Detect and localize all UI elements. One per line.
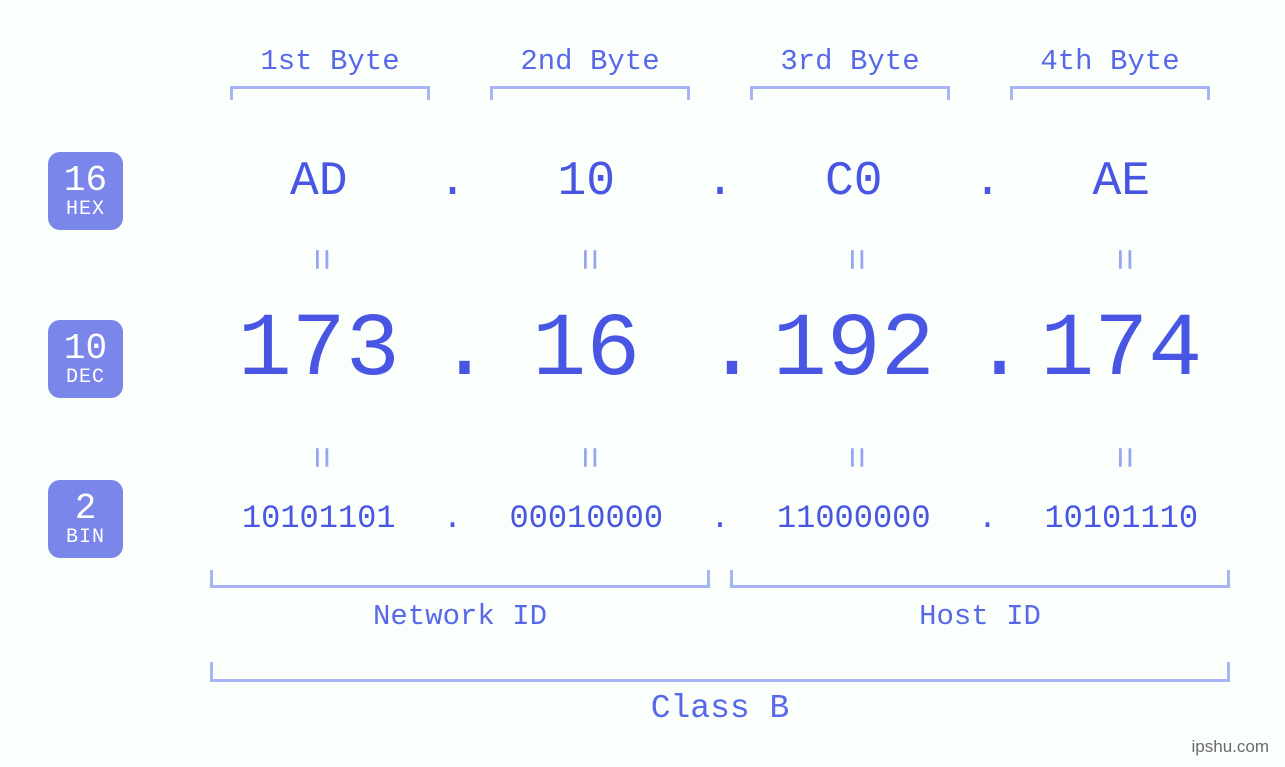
bin-base-label: BIN xyxy=(48,527,123,548)
byte-header-3: 3rd Byte xyxy=(720,45,980,78)
byte-header-1: 1st Byte xyxy=(200,45,460,78)
bin-byte-3: 11000000 xyxy=(735,500,973,537)
class-label: Class B xyxy=(200,690,1240,727)
host-id-label: Host ID xyxy=(720,600,1240,633)
dec-base-label: DEC xyxy=(48,367,123,388)
bin-row: 10101101 . 00010000 . 11000000 . 1010111… xyxy=(200,500,1240,537)
dec-badge: 10 DEC xyxy=(48,320,123,398)
dec-base-number: 10 xyxy=(48,330,123,368)
equals-icon: = xyxy=(1100,339,1143,577)
network-bracket xyxy=(210,570,710,588)
dot-icon: . xyxy=(705,300,735,402)
bin-byte-1: 10101101 xyxy=(200,500,438,537)
byte-header-2: 2nd Byte xyxy=(460,45,720,78)
equals-icon: = xyxy=(832,339,875,577)
hex-base-number: 16 xyxy=(48,162,123,200)
top-bracket xyxy=(490,86,690,100)
byte-header-4: 4th Byte xyxy=(980,45,1240,78)
watermark: ipshu.com xyxy=(1192,737,1269,757)
dot-icon: . xyxy=(973,155,1003,209)
dot-icon: . xyxy=(438,500,468,537)
bin-badge: 2 BIN xyxy=(48,480,123,558)
dot-icon: . xyxy=(973,300,1003,402)
network-id-label: Network ID xyxy=(200,600,720,633)
dot-icon: . xyxy=(438,155,468,209)
bin-base-number: 2 xyxy=(48,490,123,528)
byte-header-row: 1st Byte 2nd Byte 3rd Byte 4th Byte xyxy=(200,45,1240,78)
hex-badge: 16 HEX xyxy=(48,152,123,230)
dec-row: 173 . 16 . 192 . 174 xyxy=(200,300,1240,402)
equals-icon: = xyxy=(565,339,608,577)
bin-byte-4: 10101110 xyxy=(1003,500,1241,537)
equals-icon: = xyxy=(297,339,340,577)
equals-row-2: = = = = xyxy=(200,436,1240,479)
dot-icon: . xyxy=(705,155,735,209)
host-bracket xyxy=(730,570,1230,588)
hex-row: AD . 10 . C0 . AE xyxy=(200,155,1240,209)
dot-icon: . xyxy=(705,500,735,537)
class-bracket xyxy=(210,662,1230,682)
dot-icon: . xyxy=(973,500,1003,537)
bin-byte-2: 00010000 xyxy=(468,500,706,537)
equals-row-1: = = = = xyxy=(200,238,1240,281)
top-brackets xyxy=(200,86,1240,106)
top-bracket xyxy=(230,86,430,100)
dot-icon: . xyxy=(438,300,468,402)
hex-base-label: HEX xyxy=(48,199,123,220)
top-bracket xyxy=(750,86,950,100)
top-bracket xyxy=(1010,86,1210,100)
id-labels: Network ID Host ID xyxy=(200,600,1240,633)
id-brackets xyxy=(200,570,1240,592)
